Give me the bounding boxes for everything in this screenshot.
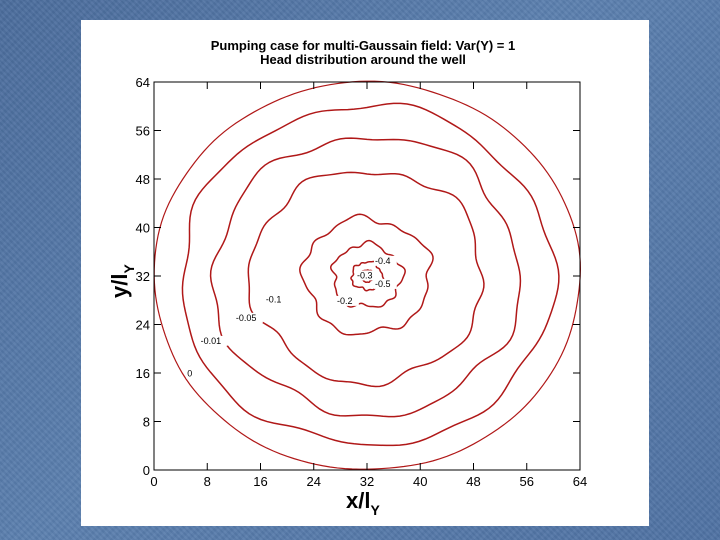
- contour-label: -0.01: [201, 336, 222, 346]
- contour-label-background: [234, 312, 263, 323]
- axis-ticks: 0 8 16 24 32 40 48 56 64 0 8 16 24 32 40 48 56 64: [136, 75, 588, 489]
- contour-label: -0.5: [375, 279, 391, 289]
- x-tick-label: 56: [520, 474, 534, 489]
- y-tick-label: 48: [136, 172, 150, 187]
- contour-label-background: [373, 255, 397, 266]
- contour-label: 0: [187, 369, 192, 379]
- y-tick-label: 32: [136, 269, 150, 284]
- y-axis-label: y/lY: [107, 264, 137, 298]
- x-tick-label: 48: [466, 474, 480, 489]
- y-tick-label: 64: [136, 75, 150, 90]
- contour-label-background: [356, 270, 379, 281]
- x-tick-label: 40: [413, 474, 427, 489]
- contour-label-background: [336, 295, 359, 306]
- contour-label-background: [373, 278, 397, 289]
- x-tick-label: 24: [307, 474, 321, 489]
- contour-line: [329, 239, 406, 308]
- x-tick-label: 32: [360, 474, 374, 489]
- contour-label: -0.05: [236, 313, 257, 323]
- contour-labels: 0 -0.01 -0.05 -0.1 -0.2 -0.3-0.4 -0.5: [186, 255, 397, 379]
- contour-label-background: [199, 335, 228, 346]
- contour-label: -0.1: [266, 295, 282, 305]
- x-tick-label: 16: [253, 474, 267, 489]
- y-tick-label: 40: [136, 221, 150, 236]
- y-tick-label: 56: [136, 124, 150, 139]
- contour-line: [209, 137, 522, 418]
- chart-title-line2: Head distribution around the well: [260, 52, 466, 67]
- contour-label: -0.2: [337, 296, 353, 306]
- chart-title-line1: Pumping case for multi-Gaussain field: V…: [211, 38, 516, 53]
- y-tick-label: 16: [136, 366, 150, 381]
- x-tick-label: 8: [204, 474, 211, 489]
- contour-line: [181, 102, 560, 447]
- contour-line: [299, 213, 434, 336]
- contour-label-background: [186, 368, 194, 379]
- contour-label-background: [264, 294, 288, 305]
- x-tick-label: 0: [150, 474, 157, 489]
- contour-label: -0.4: [375, 256, 391, 266]
- y-tick-label: 8: [143, 415, 150, 430]
- contour-label: -0.3: [357, 270, 373, 280]
- x-axis-label: x/lY: [346, 488, 380, 518]
- y-tick-label: 24: [136, 318, 150, 333]
- contour-line: [247, 171, 485, 388]
- x-tick-label: 64: [573, 474, 587, 489]
- y-tick-label: 0: [143, 463, 150, 478]
